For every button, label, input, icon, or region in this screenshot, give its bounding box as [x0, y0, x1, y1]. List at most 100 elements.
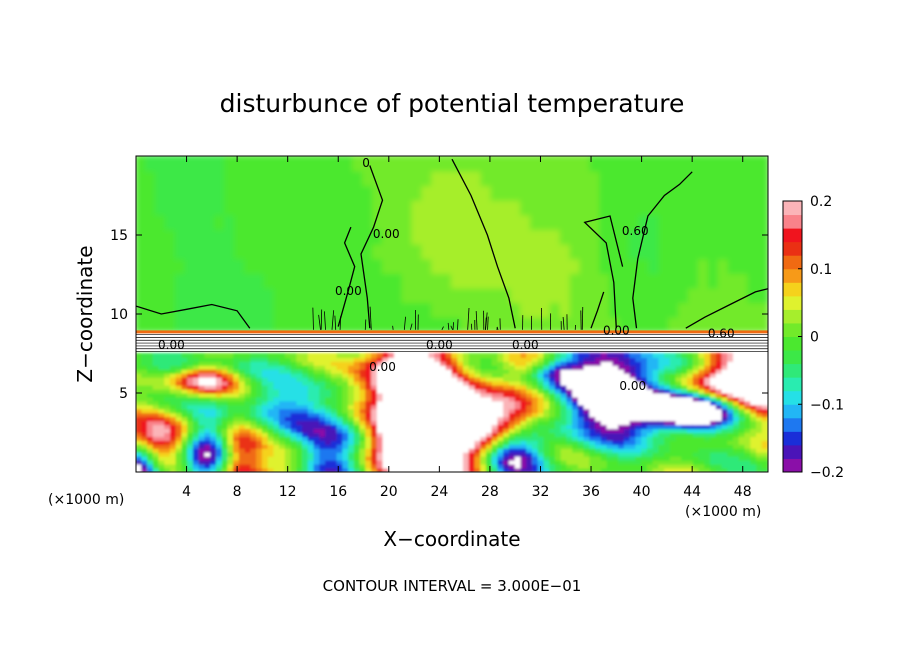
- field-cell: [635, 435, 643, 441]
- field-cell: [284, 392, 292, 398]
- field-cell: [422, 420, 430, 426]
- field-cell: [174, 301, 187, 318]
- field-cell: [628, 257, 641, 274]
- field-cell: [233, 443, 240, 449]
- field-cell: [273, 428, 281, 433]
- field-cell: [652, 432, 660, 437]
- field-cell: [715, 376, 723, 382]
- field-cell: [174, 242, 187, 260]
- field-cell: [279, 364, 286, 370]
- field-cell: [394, 360, 401, 366]
- field-cell: [440, 380, 447, 386]
- field-cell: [342, 156, 355, 172]
- field-cell: [146, 408, 154, 414]
- field-cell: [169, 404, 177, 410]
- field-cell: [687, 384, 694, 390]
- field-cell: [577, 439, 585, 445]
- field-cell: [549, 408, 556, 414]
- field-cell: [609, 169, 621, 187]
- field-cell: [503, 392, 510, 398]
- field-cell: [227, 463, 235, 469]
- field-cell: [508, 412, 516, 418]
- field-cell: [376, 388, 384, 394]
- field-cell: [352, 169, 365, 187]
- field-cell: [514, 459, 522, 465]
- field-cell: [508, 372, 516, 378]
- field-cell: [485, 380, 493, 386]
- colorbar-swatch: [783, 444, 802, 459]
- field-cell: [359, 416, 367, 422]
- field-cell: [451, 301, 463, 318]
- field-cell: [302, 388, 309, 394]
- field-cell: [641, 368, 648, 374]
- field-cell: [508, 424, 516, 430]
- field-cell: [290, 435, 298, 441]
- field-cell: [348, 455, 355, 461]
- field-cell: [336, 443, 344, 449]
- field-cell: [227, 388, 235, 394]
- field-cell: [629, 384, 637, 390]
- field-cell: [312, 257, 325, 274]
- field-cell: [669, 364, 677, 370]
- field-cell: [144, 228, 157, 245]
- field-cell: [263, 315, 276, 333]
- field-cell: [480, 384, 487, 390]
- field-cell: [417, 443, 424, 449]
- contour-label: 0.00: [512, 338, 539, 352]
- field-cell: [411, 353, 419, 358]
- field-cell: [514, 368, 522, 374]
- field-cell: [302, 443, 309, 449]
- field-cell: [371, 380, 378, 386]
- field-cell: [589, 156, 602, 172]
- field-cell: [238, 439, 246, 445]
- field-cell: [273, 271, 286, 289]
- field-cell: [376, 408, 384, 414]
- field-cell: [727, 388, 735, 394]
- field-cell: [198, 424, 206, 430]
- field-cell: [526, 412, 533, 418]
- field-cell: [721, 463, 729, 469]
- field-cell: [664, 396, 671, 402]
- field-cell: [756, 353, 763, 358]
- field-cell: [733, 353, 740, 358]
- field-cell: [376, 443, 384, 449]
- field-cell: [623, 459, 631, 465]
- field-cell: [187, 368, 194, 374]
- field-cell: [628, 286, 641, 304]
- field-cell: [362, 184, 374, 201]
- field-cell: [192, 408, 200, 414]
- field-cell: [261, 376, 269, 382]
- field-cell: [391, 286, 404, 304]
- contour-label: 0.00: [369, 360, 396, 374]
- field-cell: [675, 396, 683, 402]
- field-cell: [175, 416, 183, 422]
- field-cell: [462, 388, 470, 394]
- field-cell: [445, 451, 453, 457]
- field-cell: [566, 416, 574, 422]
- field-cell: [250, 400, 258, 406]
- tropopause-band: [136, 330, 768, 354]
- field-cell: [405, 416, 413, 422]
- field-cell: [727, 412, 735, 418]
- field-cell: [353, 439, 361, 445]
- field-cell: [365, 412, 373, 418]
- field-cell: [526, 364, 533, 370]
- field-cell: [687, 416, 694, 422]
- field-cell: [313, 463, 321, 469]
- field-cell: [261, 420, 269, 426]
- field-cell: [669, 455, 677, 461]
- field-cell: [569, 257, 582, 274]
- field-cell: [589, 408, 597, 414]
- field-cell: [451, 257, 463, 274]
- field-cell: [623, 376, 631, 382]
- field-cell: [154, 169, 167, 187]
- field-cell: [273, 400, 281, 406]
- field-cell: [399, 388, 407, 394]
- field-cell: [440, 404, 447, 410]
- field-cell: [381, 156, 394, 172]
- field-cell: [332, 242, 345, 260]
- field-cell: [549, 428, 556, 433]
- field-cell: [554, 380, 562, 386]
- field-cell: [250, 424, 258, 430]
- field-cell: [599, 257, 611, 274]
